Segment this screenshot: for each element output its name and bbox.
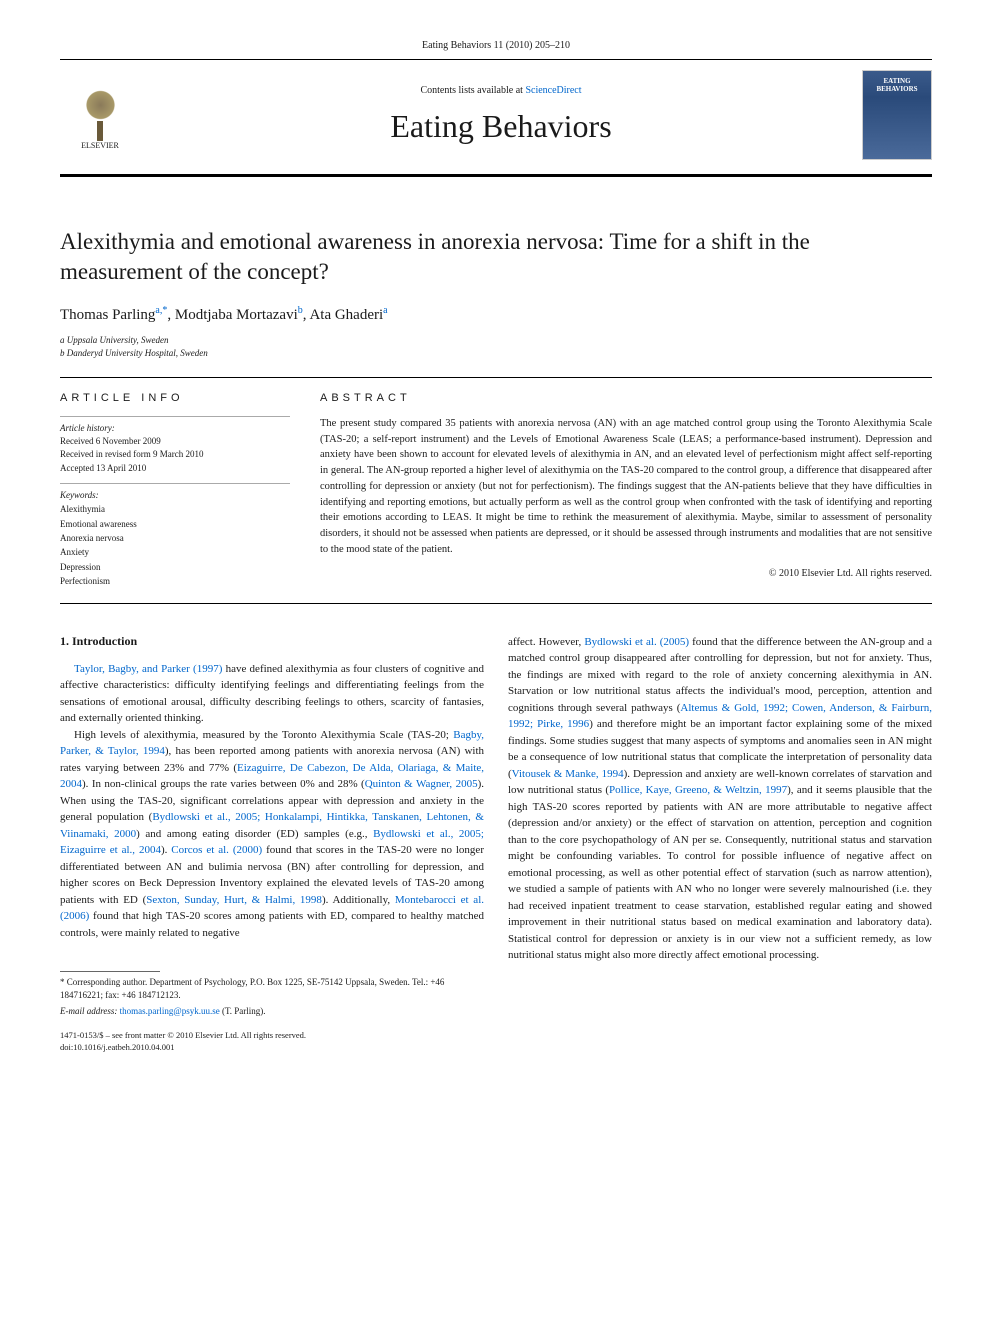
journal-name: Eating Behaviors [140,108,862,145]
author-1: Thomas Parling [60,307,155,323]
keyword-2: Anorexia nervosa [60,531,290,545]
article-info-column: ARTICLE INFO Article history: Received 6… [60,392,290,589]
intro-p2: High levels of alexithymia, measured by … [60,727,484,942]
p2-f: ). [161,844,171,856]
article-info-heading: ARTICLE INFO [60,392,290,404]
body-column-left: 1. Introduction Taylor, Bagby, and Parke… [60,634,484,1054]
citation-taylor[interactable]: Taylor, Bagby, and Parker (1997) [74,663,222,675]
body-column-right: affect. However, Bydlowski et al. (2005)… [508,634,932,1054]
contents-line: Contents lists available at ScienceDirec… [140,85,862,96]
keyword-5: Perfectionism [60,574,290,588]
front-matter: 1471-0153/$ – see front matter © 2010 El… [60,1030,484,1042]
accepted-date: Accepted 13 April 2010 [60,462,290,476]
elsevier-label: ELSEVIER [81,141,119,150]
doi: doi:10.1016/j.eatbeh.2010.04.001 [60,1042,484,1054]
authors-line: Thomas Parlinga,*, Modtjaba Mortazavib, … [60,305,932,324]
contents-prefix: Contents lists available at [420,85,525,96]
citation-sexton[interactable]: Sexton, Sunday, Hurt, & Halmi, 1998 [146,894,322,906]
copyright-line: © 2010 Elsevier Ltd. All rights reserved… [320,568,932,579]
email-line: E-mail address: thomas.parling@psyk.uu.s… [60,1005,484,1018]
citation-vitousek[interactable]: Vitousek & Manke, 1994 [512,768,624,780]
doi-section: 1471-0153/$ – see front matter © 2010 El… [60,1030,484,1054]
body-section: 1. Introduction Taylor, Bagby, and Parke… [60,634,932,1054]
abstract-column: ABSTRACT The present study compared 35 p… [320,392,932,589]
keywords-list: Alexithymia Emotional awareness Anorexia… [60,502,290,588]
c2-e: ), and it seems plausible that the high … [508,784,932,961]
keyword-3: Anxiety [60,545,290,559]
journal-citation: Eating Behaviors 11 (2010) 205–210 [60,40,932,51]
author-1-sup: a,* [155,305,167,316]
cover-title: EATING BEHAVIORS [867,77,927,93]
affiliation-a: a Uppsala University, Sweden [60,334,932,348]
col2-p1: affect. However, Bydlowski et al. (2005)… [508,634,932,964]
author-3-sup: a [383,305,387,316]
email-label: E-mail address: [60,1006,120,1016]
affiliation-b: b Danderyd University Hospital, Sweden [60,347,932,361]
banner-center: Contents lists available at ScienceDirec… [140,85,862,145]
history-dates: Received 6 November 2009 Received in rev… [60,435,290,476]
keyword-4: Depression [60,560,290,574]
affiliations: a Uppsala University, Sweden b Danderyd … [60,334,932,361]
sciencedirect-link[interactable]: ScienceDirect [525,85,581,96]
article-title: Alexithymia and emotional awareness in a… [60,227,932,287]
p2-a: High levels of alexithymia, measured by … [74,729,453,741]
citation-pollice[interactable]: Pollice, Kaye, Greeno, & Weltzin, 1997 [609,784,787,796]
corresponding-author: * Corresponding author. Department of Ps… [60,976,484,1001]
intro-heading: 1. Introduction [60,634,484,649]
citation-corcos[interactable]: Corcos et al. (2000) [171,844,262,856]
received-date: Received 6 November 2009 [60,435,290,449]
journal-cover-thumbnail: EATING BEHAVIORS [862,70,932,160]
citation-quinton[interactable]: Quinton & Wagner, 2005 [365,778,478,790]
keyword-0: Alexithymia [60,502,290,516]
journal-banner: ELSEVIER Contents lists available at Sci… [60,59,932,177]
p2-h: ). Additionally, [322,894,395,906]
keywords-label: Keywords: [60,483,290,500]
elsevier-logo: ELSEVIER [60,70,140,160]
email-link[interactable]: thomas.parling@psyk.uu.se [120,1006,220,1016]
email-suffix: (T. Parling). [220,1006,266,1016]
citation-bydlowski3[interactable]: Bydlowski et al. (2005) [584,636,689,648]
revised-date: Received in revised form 9 March 2010 [60,448,290,462]
keyword-1: Emotional awareness [60,517,290,531]
p2-e: ) and among eating disorder (ED) samples… [136,828,373,840]
author-2-sup: b [298,305,303,316]
p2-i: found that high TAS-20 scores among pati… [60,910,484,939]
abstract-text: The present study compared 35 patients w… [320,416,932,558]
author-3: Ata Ghaderi [309,307,383,323]
info-abstract-section: ARTICLE INFO Article history: Received 6… [60,377,932,604]
elsevier-tree-icon [73,81,128,141]
intro-p1: Taylor, Bagby, and Parker (1997) have de… [60,661,484,727]
p2-c: ). In non-clinical groups the rate varie… [82,778,365,790]
abstract-heading: ABSTRACT [320,392,932,404]
footnote-divider [60,971,160,972]
c2-a: affect. However, [508,636,584,648]
history-label: Article history: [60,416,290,433]
author-2: Modtjaba Mortazavi [175,307,298,323]
